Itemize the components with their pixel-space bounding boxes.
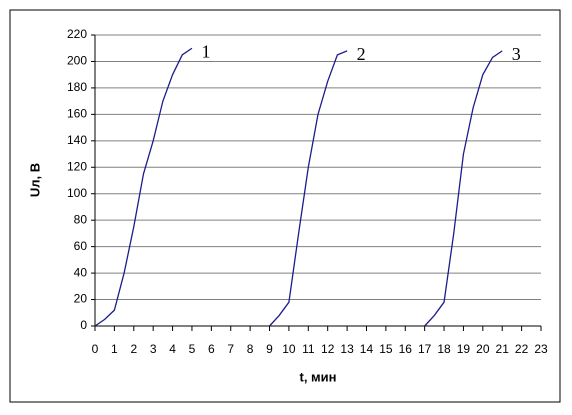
x-tick-label: 14 (360, 342, 374, 356)
x-tick-label: 9 (266, 342, 273, 356)
x-tick-label: 0 (92, 342, 99, 356)
data-line (269, 50, 348, 327)
x-tick-label: 20 (476, 342, 490, 356)
y-tick-label: 60 (74, 239, 88, 253)
y-tick-label: 160 (67, 107, 87, 121)
x-tick-label: 1 (111, 342, 118, 356)
data-line (94, 47, 193, 327)
x-tick-label: 13 (340, 342, 354, 356)
x-tick-label: 7 (227, 342, 234, 356)
x-tick-label: 10 (282, 342, 296, 356)
x-tick-label: 8 (247, 342, 254, 356)
x-tick-label: 3 (150, 342, 157, 356)
line-label: 2 (357, 44, 366, 64)
y-tick-label: 0 (80, 318, 87, 332)
y-axis-title: Uл, В (27, 163, 42, 197)
x-tick-label: 21 (496, 342, 510, 356)
chart-frame (9, 9, 561, 403)
line-label: 1 (201, 41, 210, 61)
x-tick-label: 12 (321, 342, 335, 356)
x-tick-label: 18 (437, 342, 451, 356)
x-tick-label: 23 (534, 342, 548, 356)
y-tick-label: 100 (67, 186, 87, 200)
x-tick-label: 2 (130, 342, 137, 356)
y-tick-label: 200 (67, 54, 87, 68)
line-label: 3 (512, 44, 521, 64)
y-tick-label: 180 (67, 80, 87, 94)
data-line (424, 50, 503, 327)
x-tick-label: 17 (418, 342, 432, 356)
y-tick-label: 20 (74, 292, 88, 306)
x-tick-label: 19 (457, 342, 471, 356)
x-axis-title: t, мин (299, 369, 336, 384)
y-tick-label: 40 (74, 265, 88, 279)
y-tick-label: 220 (67, 27, 87, 41)
x-tick-label: 4 (169, 342, 176, 356)
y-tick-label: 80 (74, 212, 88, 226)
y-tick-label: 140 (67, 133, 87, 147)
x-tick-label: 15 (379, 342, 393, 356)
x-tick-label: 22 (515, 342, 529, 356)
x-tick-label: 16 (399, 342, 413, 356)
y-tick-label: 120 (67, 159, 87, 173)
x-tick-label: 11 (302, 342, 315, 356)
x-tick-label: 5 (189, 342, 196, 356)
x-tick-label: 6 (208, 342, 215, 356)
